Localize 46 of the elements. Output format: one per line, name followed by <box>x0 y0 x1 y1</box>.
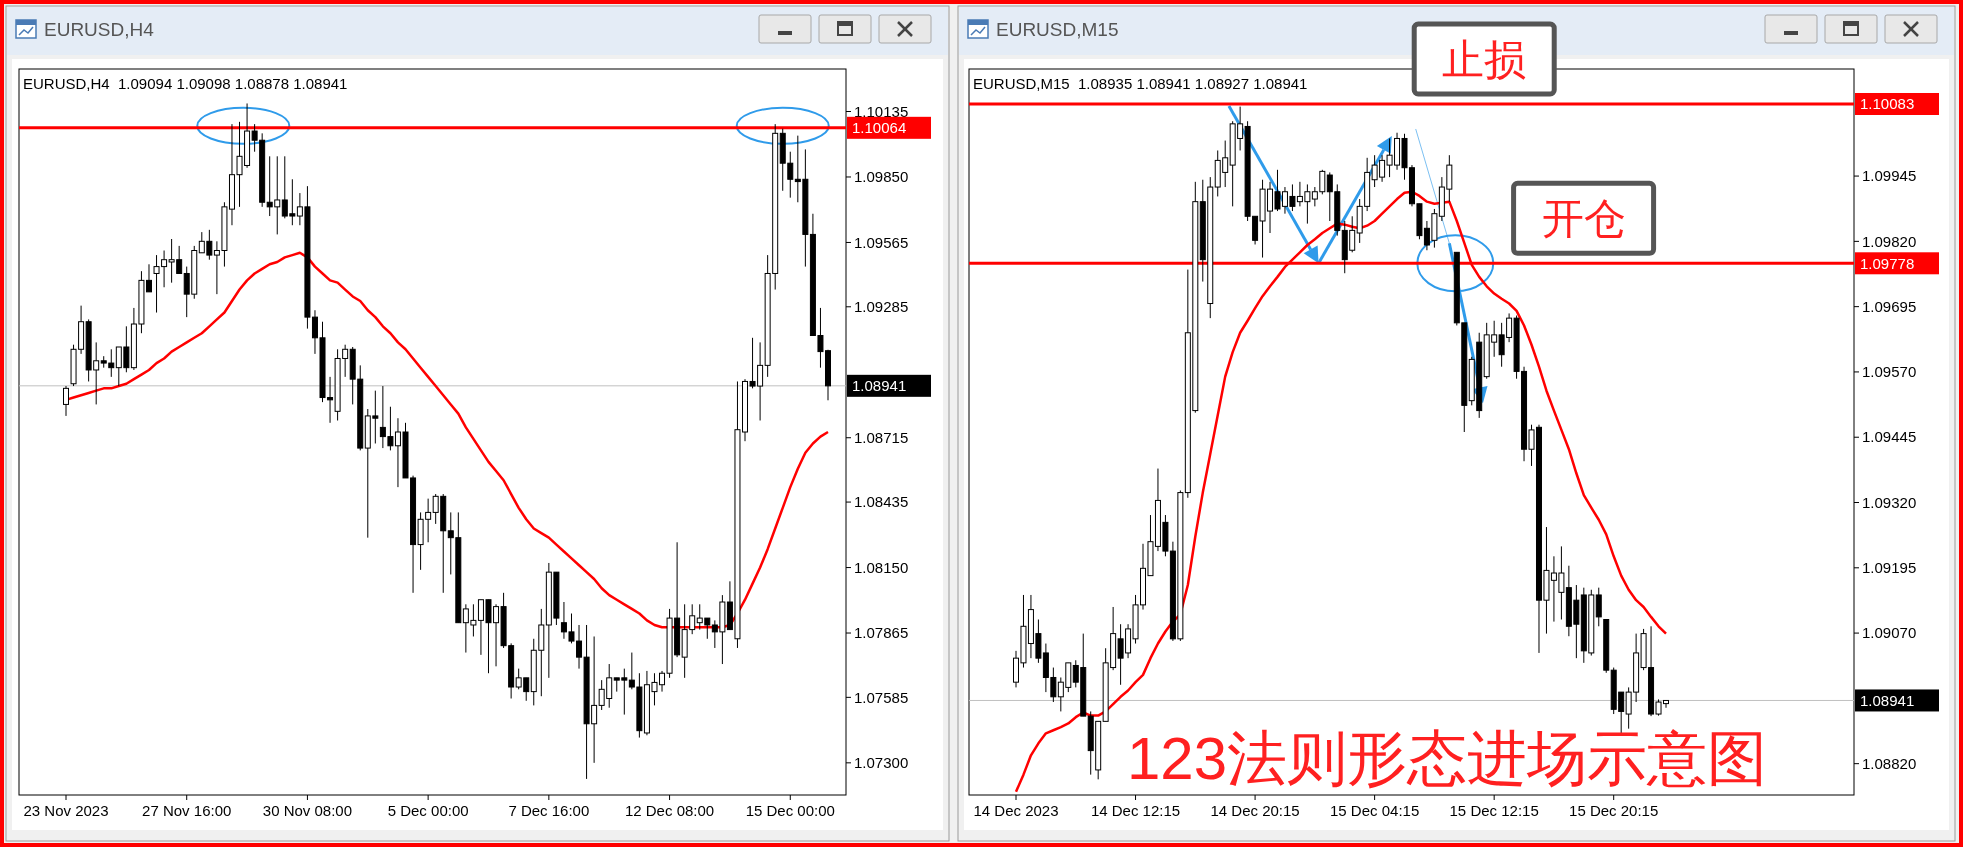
y-tick-label: 1.09570 <box>1862 363 1917 381</box>
chart-title: EURUSD,H4 <box>44 19 155 40</box>
chart-subtitle: EURUSD,M15 1.08935 1.08941 1.08927 1.08941 <box>973 75 1308 92</box>
y-tick-label: 1.07585 <box>854 688 909 706</box>
x-tick-label: 14 Dec 20:15 <box>1210 802 1300 819</box>
annotation: 开仓 <box>1541 195 1626 243</box>
y-tick-label: 1.09320 <box>1862 493 1917 511</box>
x-tick-label: 15 Dec 04:15 <box>1330 802 1420 819</box>
x-tick-label: 12 Dec 08:00 <box>624 802 715 819</box>
y-tick-label: 1.08820 <box>1862 754 1917 772</box>
y-tick-label: 1.09695 <box>1862 297 1917 315</box>
annotation: 123法则形态进场示意图 <box>1127 725 1768 792</box>
y-tick-label: 1.09195 <box>1862 559 1917 577</box>
y-tick-label: 1.09070 <box>1862 624 1917 642</box>
y-tick-label: 1.09945 <box>1862 167 1917 185</box>
ref-line-label: 1.08941 <box>1860 691 1915 709</box>
y-tick-label: 1.08435 <box>854 493 909 511</box>
x-tick-label: 7 Dec 16:00 <box>508 802 590 819</box>
y-tick-label: 1.08715 <box>854 428 909 446</box>
y-tick-label: 1.09445 <box>1862 428 1917 446</box>
x-tick-label: 30 Nov 08:00 <box>262 802 353 819</box>
y-tick-label: 1.08150 <box>854 558 909 576</box>
annotation: 止损 <box>1442 36 1527 84</box>
chart-title: EURUSD,M15 <box>996 19 1119 40</box>
y-tick-label: 1.07865 <box>854 624 909 642</box>
ref-line-label: 1.10064 <box>852 119 907 137</box>
x-tick-label: 27 Nov 16:00 <box>142 802 232 819</box>
ref-line-label: 1.08941 <box>852 377 907 395</box>
y-tick-label: 1.09820 <box>1862 232 1917 250</box>
chart-subtitle: EURUSD,H4 1.09094 1.09098 1.08878 1.08941 <box>23 75 348 92</box>
y-tick-label: 1.10135 <box>854 102 909 120</box>
x-tick-label: 15 Dec 12:15 <box>1449 802 1539 819</box>
x-tick-label: 14 Dec 2023 <box>973 802 1059 819</box>
x-tick-label: 14 Dec 12:15 <box>1090 802 1181 819</box>
x-tick-label: 5 Dec 00:00 <box>387 802 469 819</box>
y-tick-label: 1.09850 <box>854 168 909 186</box>
x-tick-label: 23 Nov 2023 <box>23 802 109 819</box>
x-tick-label: 15 Dec 20:15 <box>1569 802 1659 819</box>
candlestick <box>63 385 69 417</box>
y-tick-label: 1.09285 <box>854 298 909 316</box>
candlestick <box>1595 587 1602 627</box>
ref-line-label: 1.10083 <box>1860 95 1915 113</box>
y-tick-label: 1.07300 <box>854 754 909 772</box>
x-tick-label: 15 Dec 00:00 <box>745 802 835 819</box>
y-tick-label: 1.09565 <box>854 233 909 251</box>
ref-line-label: 1.09778 <box>1860 254 1915 272</box>
